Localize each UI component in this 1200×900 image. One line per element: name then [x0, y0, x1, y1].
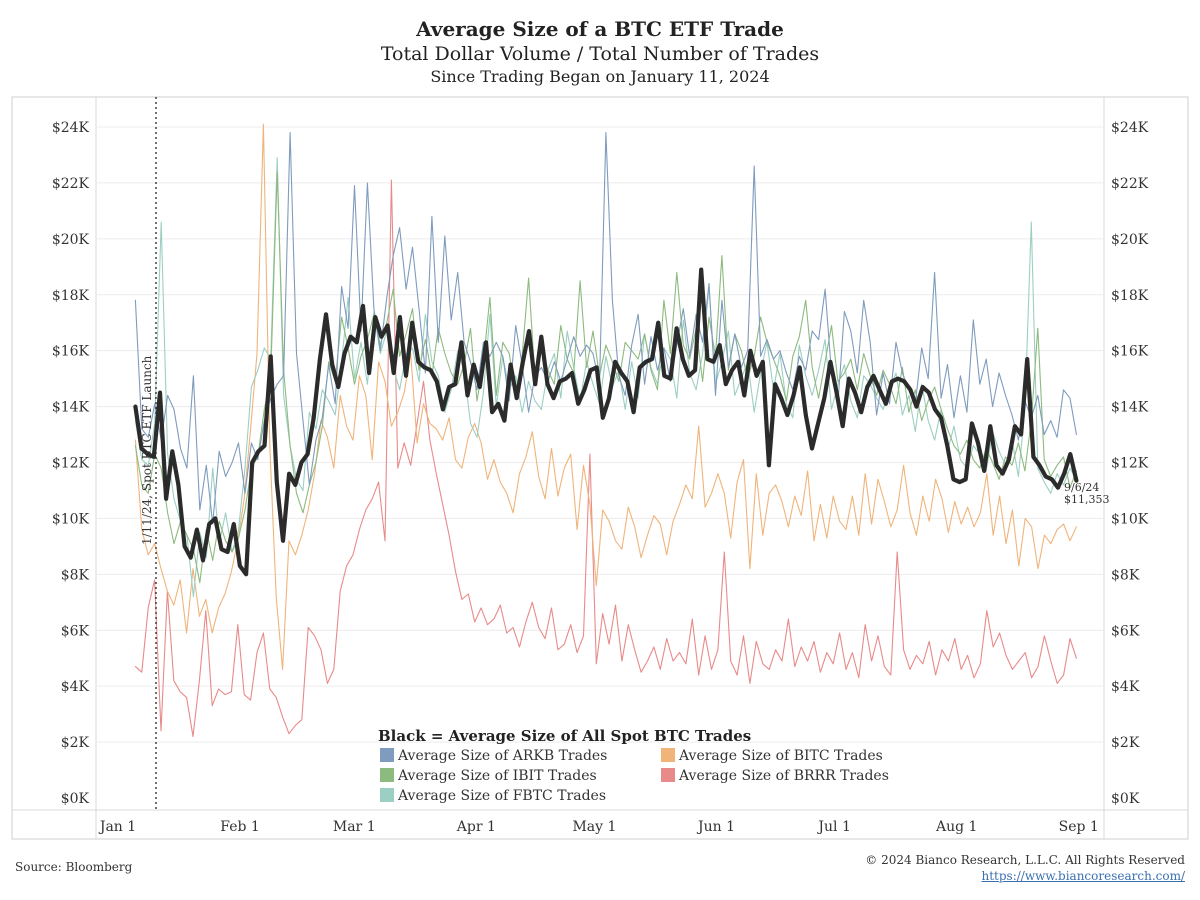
y-tick-label: $6K — [1111, 623, 1140, 639]
legend-label-bitc: Average Size of BITC Trades — [678, 748, 883, 764]
x-tick-label: Feb 1 — [220, 819, 260, 835]
website-link[interactable]: https://www.biancoresearch.com/ — [981, 869, 1185, 883]
legend-swatch-bitc — [661, 748, 675, 762]
chart-titles: Average Size of a BTC ETF Trade Total Do… — [0, 16, 1200, 88]
y-tick-label: $6K — [61, 623, 90, 639]
legend-swatch-ibit — [380, 768, 394, 782]
y-tick-label: $14K — [1111, 400, 1149, 416]
x-tick-label: Apr 1 — [456, 819, 496, 835]
y-tick-label: $0K — [1111, 791, 1140, 807]
series-line-fbtc — [134, 157, 1077, 598]
launch-annotation: 1/11/24, Spot BTC ETF Launch — [140, 355, 154, 545]
legend: Black = Average Size of All Spot BTC Tra… — [378, 727, 889, 804]
end-annotation-value: $11,353 — [1064, 493, 1110, 506]
y-tick-label: $10K — [52, 511, 90, 527]
y-tick-label: $16K — [52, 344, 90, 360]
chart-title: Average Size of a BTC ETF Trade — [416, 17, 784, 41]
y-tick-label: $12K — [52, 456, 90, 472]
y-tick-label: $8K — [61, 567, 90, 583]
y-tick-label: $4K — [1111, 679, 1140, 695]
y-tick-label: $16K — [1111, 344, 1149, 360]
y-tick-label: $20K — [52, 232, 90, 248]
y-tick-label: $24K — [52, 120, 90, 136]
legend-label-arkb: Average Size of ARKB Trades — [397, 748, 607, 764]
y-axis-left: $0K $2K $4K $6K $8K $10K $12K $14K $16K $18K $20K $… — [52, 120, 90, 807]
y-tick-label: $22K — [52, 176, 90, 192]
series-line-all-spot-btc — [133, 267, 1079, 577]
y-tick-label: $18K — [1111, 288, 1149, 304]
y-tick-label: $22K — [1111, 176, 1149, 192]
x-tick-label: Mar 1 — [333, 819, 376, 835]
series-lines — [133, 123, 1079, 738]
legend-swatch-arkb — [380, 748, 394, 762]
chart-subtitle: Total Dollar Volume / Total Number of Tr… — [380, 43, 820, 65]
series-line-bitc — [134, 123, 1077, 670]
y-tick-label: $0K — [61, 791, 90, 807]
legend-label-fbtc: Average Size of FBTC Trades — [397, 788, 606, 804]
x-tick-label: Jul 1 — [816, 819, 850, 835]
series-line-brrr — [134, 179, 1077, 738]
legend-swatch-fbtc — [380, 788, 394, 802]
y-tick-label: $4K — [61, 679, 90, 695]
y-tick-label: $12K — [1111, 456, 1149, 472]
x-tick-label: Jun 1 — [696, 819, 735, 835]
legend-title: Black = Average Size of All Spot BTC Tra… — [378, 727, 751, 745]
y-tick-label: $8K — [1111, 567, 1140, 583]
source-note: Source: Bloomberg — [15, 860, 133, 874]
series-line-ibit — [134, 171, 1077, 584]
x-tick-label: May 1 — [572, 819, 616, 835]
x-tick-label: Jan 1 — [98, 819, 136, 835]
y-tick-label: $10K — [1111, 511, 1149, 527]
y-tick-label: $20K — [1111, 232, 1149, 248]
copyright-text: © 2024 Bianco Research, L.L.C. All Right… — [865, 853, 1185, 867]
chart-subtitle-2: Since Trading Began on January 11, 2024 — [430, 67, 770, 86]
legend-swatch-brrr — [661, 768, 675, 782]
legend-label-brrr: Average Size of BRRR Trades — [678, 768, 889, 784]
x-tick-label: Sep 1 — [1059, 819, 1099, 835]
y-tick-label: $14K — [52, 400, 90, 416]
y-tick-label: $2K — [61, 735, 90, 751]
chart-frame — [11, 96, 1189, 840]
x-axis: Jan 1 Feb 1 Mar 1 Apr 1 May 1 Jun 1 Jul 1 Aug 1… — [98, 819, 1099, 835]
x-tick-label: Aug 1 — [935, 819, 977, 835]
y-tick-label: $18K — [52, 288, 90, 304]
end-annotation-date: 9/6/24 — [1064, 481, 1099, 494]
y-tick-label: $24K — [1111, 120, 1149, 136]
y-axis-right: $0K $2K $4K $6K $8K $10K $12K $14K $16K $18K $20K $… — [1111, 120, 1149, 807]
legend-label-ibit: Average Size of IBIT Trades — [397, 768, 597, 784]
series-line-arkb — [134, 132, 1077, 525]
y-tick-label: $2K — [1111, 735, 1140, 751]
footer-credits: © 2024 Bianco Research, L.L.C. All Right… — [865, 852, 1185, 884]
